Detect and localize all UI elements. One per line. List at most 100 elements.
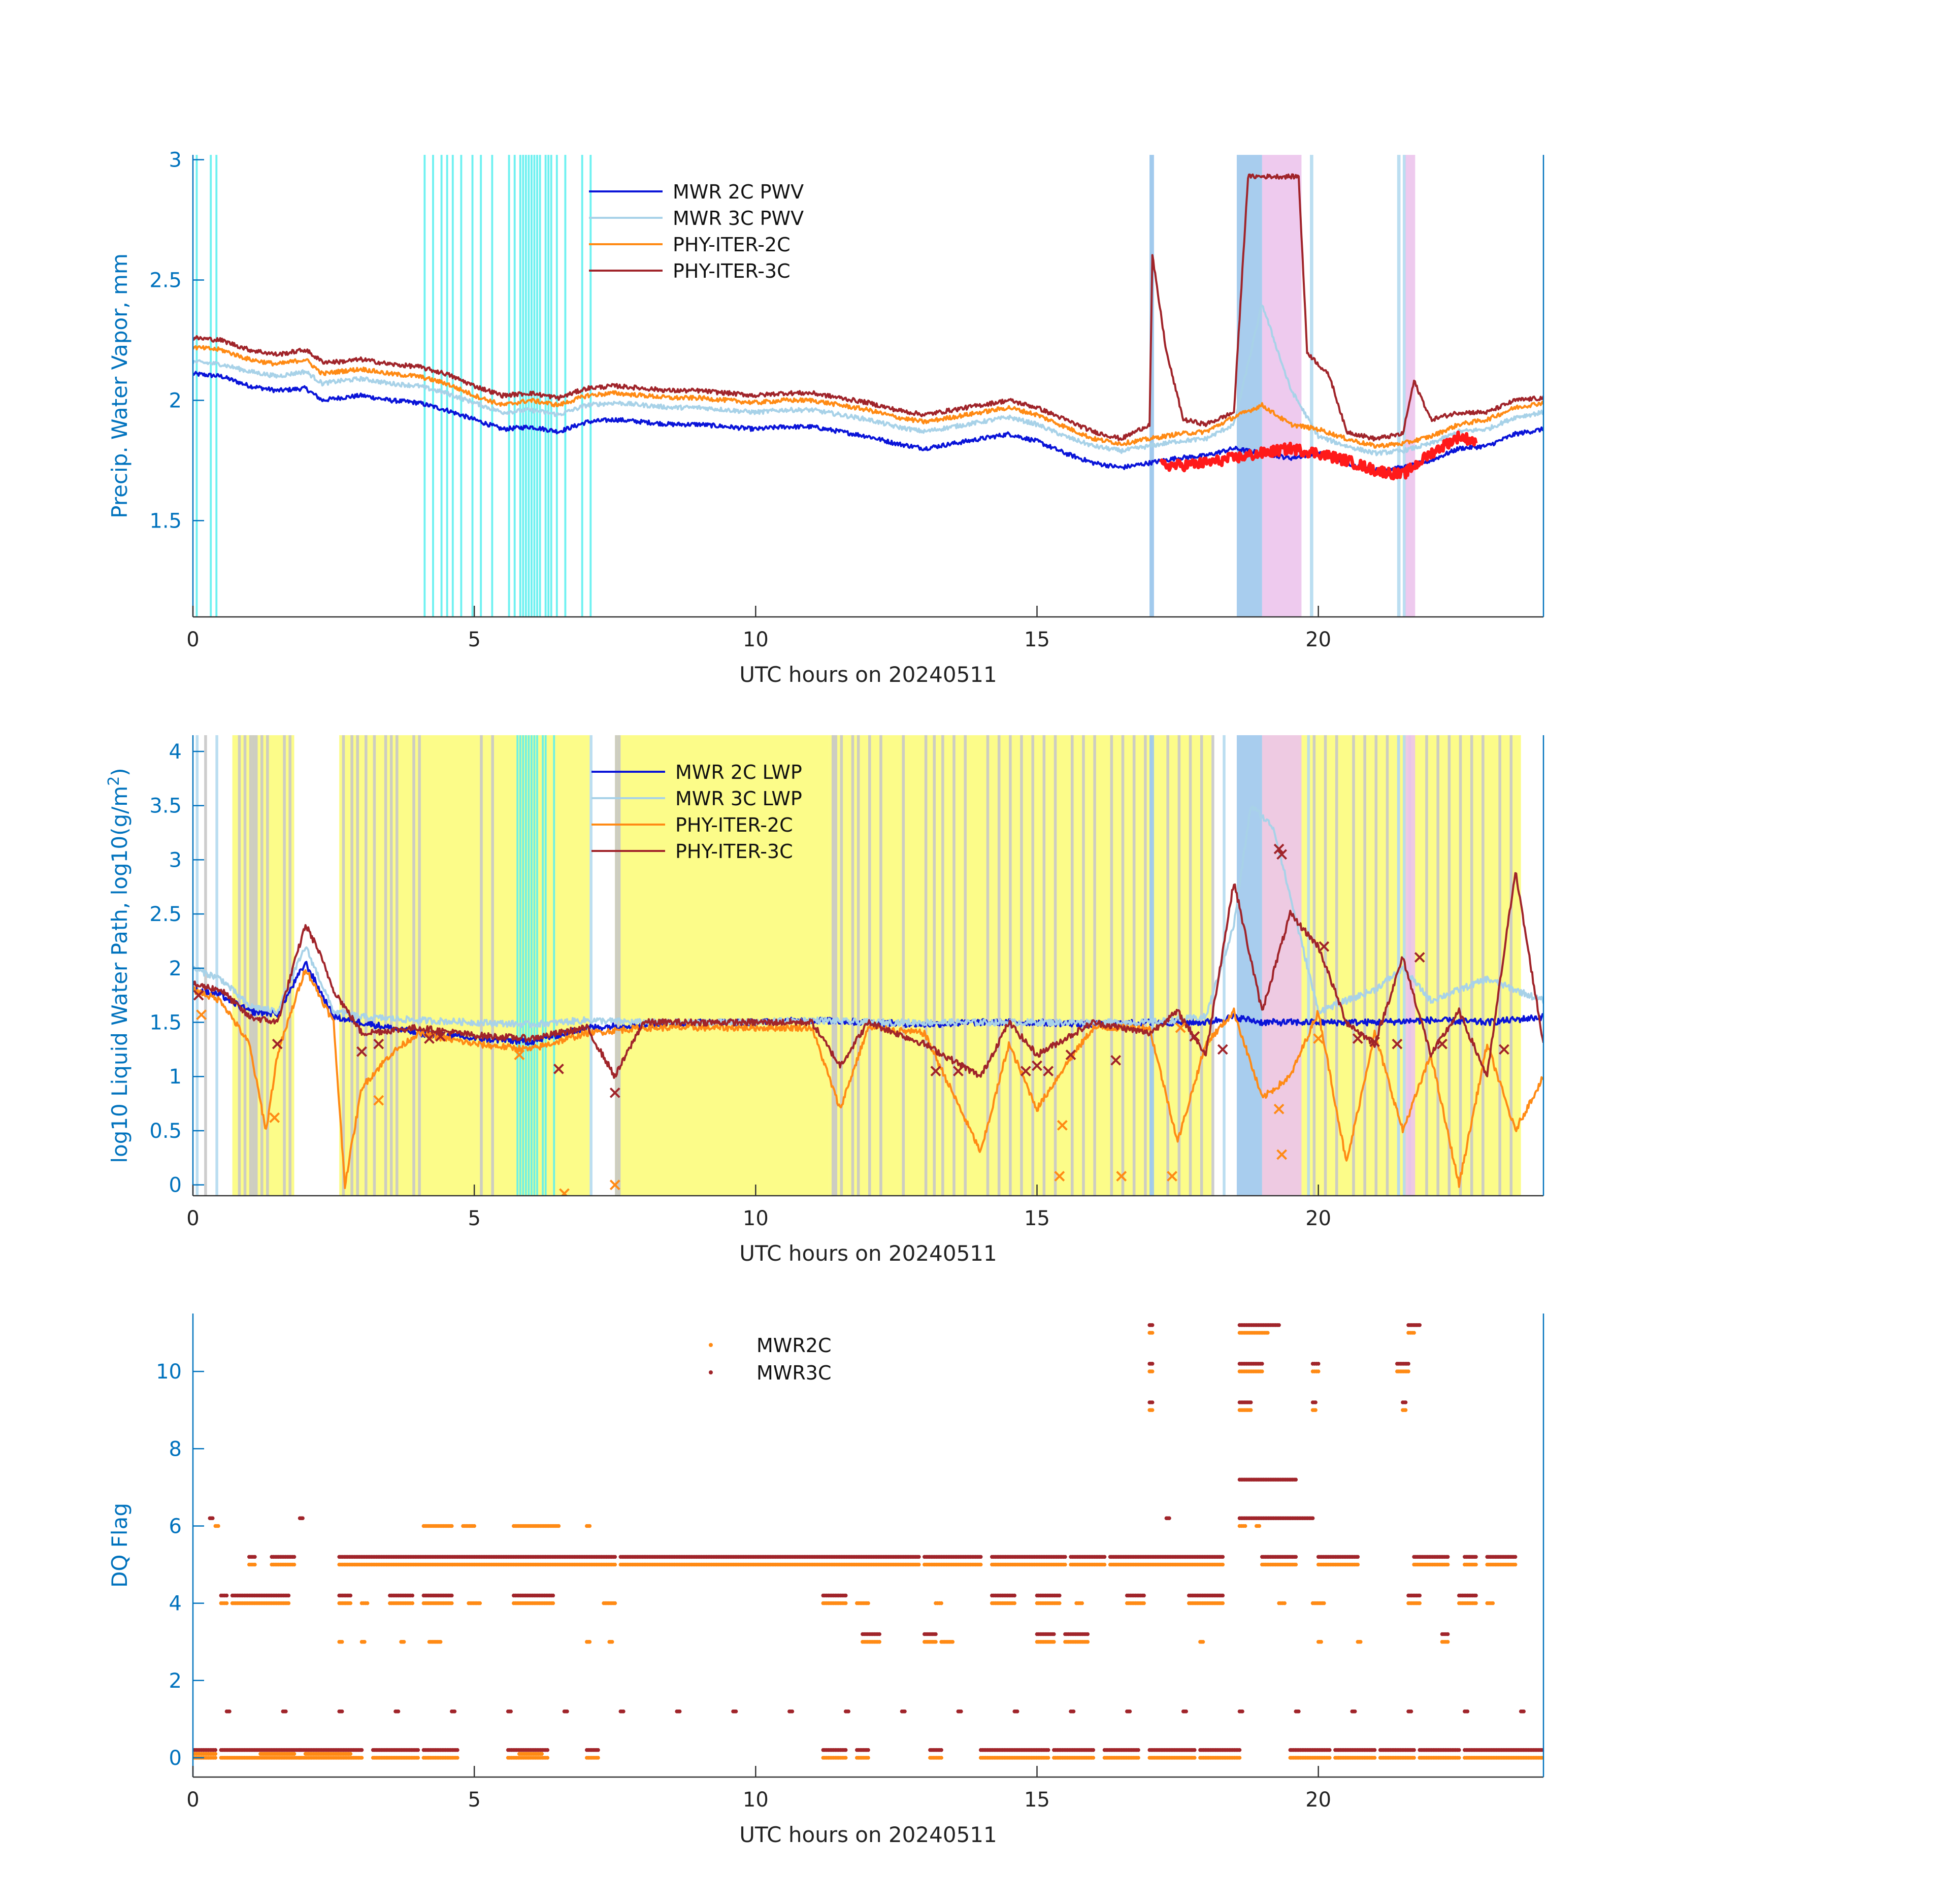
flag-band-grey-flag xyxy=(615,735,618,1196)
legend: MWR 2C LWP MWR 3C LWP PHY-ITER-2C PHY-ITER-… xyxy=(591,761,802,863)
flag-band-grey-flag xyxy=(868,735,871,1196)
y-tick-label: 2.5 xyxy=(149,269,182,292)
dq-point-mwr2c xyxy=(587,1639,592,1644)
flag-band-grey-flag xyxy=(1335,735,1338,1196)
dq-point-mwr3c xyxy=(1221,1555,1225,1559)
dq-point-mwr2c xyxy=(1359,1639,1363,1644)
flag-band-grey-flag xyxy=(252,735,255,1196)
marker-x-phy-iter-3c xyxy=(1217,1044,1228,1055)
dq-point-mwr2c xyxy=(587,1524,592,1528)
dq-point-mwr3c xyxy=(1328,1748,1332,1752)
dq-point-mwr2c xyxy=(1316,1369,1321,1373)
flag-band-grey-flag xyxy=(840,735,843,1196)
flag-band-cyan-flag xyxy=(555,155,558,617)
chart-panel-lwp: 0 5 10 15 20 0 0.5 1 1.5 2 2.5 3 3.5 4 UTC hours on 20… xyxy=(105,735,1544,1266)
marker-x-phy-iter-3c xyxy=(1110,1055,1122,1066)
flag-band-cyan-flag xyxy=(522,155,524,617)
dq-point-mwr2c xyxy=(292,1752,297,1756)
marker-x-phy-iter-3c xyxy=(1369,1036,1380,1047)
legend-label: PHY-ITER-2C xyxy=(673,234,791,256)
marker-x-phy-iter-2c xyxy=(514,1049,525,1060)
dq-point-mwr3c xyxy=(1474,1593,1478,1598)
y-axis-label-main: log10 Liquid Water Path, log10(g/m xyxy=(107,786,132,1163)
marker-x-phy-iter-2c xyxy=(373,1095,384,1106)
flag-band-pink-band xyxy=(1262,735,1302,1196)
dq-point-mwr2c xyxy=(556,1524,561,1528)
series-line-phy-iter-3c xyxy=(193,872,1543,1079)
y-tick-label: 0 xyxy=(169,1747,182,1770)
dq-point-mwr2c xyxy=(1058,1601,1062,1605)
dq-point-mwr3c xyxy=(1418,1593,1422,1598)
series-line-phy-iter-3c xyxy=(193,173,1543,442)
x-tick-label: 15 xyxy=(1024,628,1050,651)
series-line-mwr-3c-pwv xyxy=(193,304,1543,456)
dq-point-mwr3c xyxy=(1128,1709,1132,1714)
dq-point-mwr3c xyxy=(213,1748,218,1752)
dq-point-mwr2c xyxy=(877,1639,881,1644)
flag-band-grey-flag xyxy=(902,735,905,1196)
flag-band-cyan-flag xyxy=(460,155,463,617)
y-tick-label: 1.5 xyxy=(149,1011,182,1035)
flag-band-cyan-flag xyxy=(564,155,567,617)
dq-point-mwr3c xyxy=(253,1555,257,1559)
dq-point-mwr2c xyxy=(1445,1639,1450,1644)
y-axis-label: DQ Flag xyxy=(107,1503,132,1588)
dq-point-mwr2c xyxy=(950,1639,955,1644)
marker-x-phy-iter-3c xyxy=(553,1063,564,1074)
dq-point-mwr3c xyxy=(340,1709,344,1714)
dq-point-mwr3c xyxy=(1445,1632,1450,1636)
dq-point-mwr3c xyxy=(1474,1555,1478,1559)
x-tick-label: 0 xyxy=(186,1207,199,1230)
flag-band-grey-flag xyxy=(851,735,854,1196)
dq-point-mwr2c xyxy=(1150,1331,1155,1335)
legend-label: PHY-ITER-2C xyxy=(675,814,793,836)
dq-point-mwr3c xyxy=(211,1516,215,1520)
flag-band-grey-flag xyxy=(260,735,264,1196)
dq-point-mwr2c xyxy=(359,1756,364,1760)
marker-x-phy-iter-3c xyxy=(1273,843,1285,855)
dq-point-mwr3c xyxy=(410,1593,415,1598)
dq-point-mwr3c xyxy=(1513,1555,1518,1559)
dq-point-mwr3c xyxy=(1221,1593,1225,1598)
dq-point-mwr2c xyxy=(1248,1408,1253,1412)
dq-point-mwr2c xyxy=(1221,1601,1225,1605)
flag-band-grey-flag xyxy=(243,735,247,1196)
y-tick-label: 4 xyxy=(169,1592,182,1616)
flag-band-grey-flag xyxy=(266,735,269,1196)
flag-band-grey-flag xyxy=(1498,735,1501,1196)
dq-point-mwr2c xyxy=(1012,1601,1016,1605)
flag-band-grey-flag xyxy=(238,735,241,1196)
flag-band-cyan-flag xyxy=(528,735,530,1196)
marker-x-phy-iter-3c xyxy=(193,990,204,1001)
dq-point-mwr3c xyxy=(545,1748,550,1752)
flag-band-grey-flag xyxy=(1459,735,1462,1196)
dq-point-mwr3c xyxy=(416,1748,420,1752)
flag-band-grey-flag xyxy=(350,735,353,1196)
x-tick-label: 10 xyxy=(743,628,769,651)
y-tick-label: 8 xyxy=(169,1437,182,1461)
dq-point-mwr2c xyxy=(224,1601,229,1605)
dq-point-mwr2c xyxy=(1319,1639,1323,1644)
flag-band-cyan-flag xyxy=(440,155,443,617)
dq-point-mwr2c xyxy=(450,1601,454,1605)
marker-x-phy-iter-3c xyxy=(930,1066,941,1076)
dq-point-mwr2c xyxy=(1356,1562,1360,1567)
dq-point-mwr2c xyxy=(1294,1562,1298,1567)
dq-point-mwr3c xyxy=(452,1709,457,1714)
dq-point-mwr2c xyxy=(1150,1369,1155,1373)
x-tick-label: 10 xyxy=(743,1207,769,1230)
plot-area xyxy=(193,155,1543,617)
flag-band-grey-flag xyxy=(1470,735,1473,1196)
marker-x-phy-iter-3c xyxy=(1043,1066,1054,1076)
flag-band-cyan-flag xyxy=(539,155,541,617)
flag-band-light-blue_flag xyxy=(1397,735,1400,1196)
dq-point-mwr3c xyxy=(1240,1709,1244,1714)
x-tick-label: 20 xyxy=(1305,628,1331,651)
flag-band-cyan-flag xyxy=(524,155,527,617)
dq-point-mwr2c xyxy=(348,1601,353,1605)
flag-band-grey-flag xyxy=(1031,735,1034,1196)
y-axis-label-superscript: 2 xyxy=(105,776,123,786)
dq-point-mwr3c xyxy=(1150,1323,1155,1327)
dq-point-mwr3c xyxy=(734,1709,738,1714)
dq-point-mwr2c xyxy=(540,1752,544,1756)
